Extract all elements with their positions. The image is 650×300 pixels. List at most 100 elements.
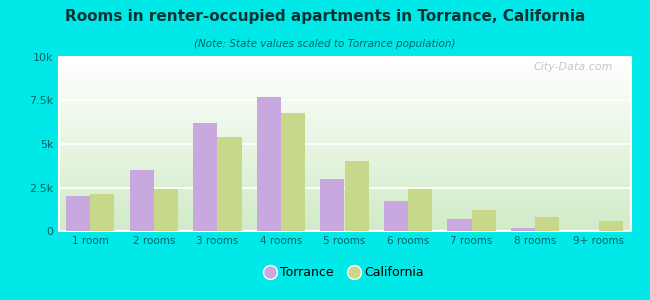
Bar <box>58 153 630 154</box>
Bar <box>58 212 630 214</box>
Bar <box>58 69 630 70</box>
Bar <box>193 123 217 231</box>
Bar <box>58 100 630 101</box>
Bar <box>58 108 630 109</box>
Bar <box>58 183 630 184</box>
Bar <box>58 129 630 130</box>
Bar <box>58 209 630 210</box>
Bar <box>58 131 630 132</box>
Bar <box>58 172 630 173</box>
Bar <box>58 102 630 104</box>
Bar <box>58 230 630 231</box>
Bar <box>58 66 630 68</box>
Bar <box>154 189 178 231</box>
Bar <box>58 160 630 161</box>
Bar <box>58 218 630 219</box>
Bar <box>58 196 630 197</box>
Bar <box>58 201 630 202</box>
Bar <box>58 188 630 189</box>
Bar <box>408 189 432 231</box>
Bar <box>58 99 630 100</box>
Text: City-Data.com: City-Data.com <box>534 62 614 72</box>
Bar <box>58 84 630 85</box>
Bar <box>472 210 496 231</box>
Bar <box>58 165 630 166</box>
Bar <box>58 216 630 217</box>
Bar <box>58 135 630 136</box>
Bar <box>58 106 630 107</box>
Bar <box>58 76 630 77</box>
Text: (Note: State values scaled to Torrance population): (Note: State values scaled to Torrance p… <box>194 39 456 49</box>
Bar <box>58 163 630 164</box>
Bar <box>58 200 630 201</box>
Bar <box>58 203 630 204</box>
Bar <box>58 150 630 151</box>
Bar <box>58 134 630 135</box>
Bar <box>58 96 630 98</box>
Bar <box>58 137 630 138</box>
Bar <box>58 107 630 108</box>
Bar <box>58 227 630 229</box>
Bar <box>58 117 630 119</box>
Bar <box>58 115 630 116</box>
Bar <box>58 128 630 129</box>
Bar <box>599 221 623 231</box>
Bar <box>58 224 630 225</box>
Bar <box>58 103 630 105</box>
Bar <box>58 220 630 222</box>
Bar <box>58 164 630 165</box>
Bar <box>58 101 630 102</box>
Bar <box>58 114 630 115</box>
Bar <box>58 105 630 106</box>
Bar <box>58 187 630 188</box>
Bar <box>58 208 630 209</box>
Bar <box>58 178 630 179</box>
Bar <box>58 189 630 190</box>
Bar <box>58 199 630 200</box>
Bar <box>58 87 630 88</box>
Bar <box>58 144 630 145</box>
Bar <box>58 176 630 178</box>
Bar <box>58 61 630 63</box>
Bar <box>58 186 630 187</box>
Bar <box>320 179 344 231</box>
Bar <box>344 161 369 231</box>
Text: Rooms in renter-occupied apartments in Torrance, California: Rooms in renter-occupied apartments in T… <box>65 9 585 24</box>
Bar <box>535 217 559 231</box>
Bar <box>58 206 630 207</box>
Bar <box>58 197 630 199</box>
Legend: Torrance, California: Torrance, California <box>261 261 428 284</box>
Bar <box>58 120 630 121</box>
Bar <box>58 92 630 93</box>
Bar <box>58 58 630 59</box>
Bar <box>58 109 630 110</box>
Bar <box>58 219 630 220</box>
Bar <box>58 130 630 131</box>
Bar <box>66 196 90 231</box>
Bar <box>58 195 630 196</box>
Bar <box>58 168 630 169</box>
Bar <box>58 179 630 180</box>
Bar <box>58 86 630 87</box>
Bar <box>58 124 630 125</box>
Bar <box>58 184 630 186</box>
Bar <box>58 173 630 174</box>
Bar <box>58 143 630 144</box>
Bar <box>58 91 630 92</box>
Bar <box>58 161 630 163</box>
Bar <box>58 63 630 64</box>
Bar <box>58 171 630 172</box>
Bar <box>58 159 630 160</box>
Bar <box>58 142 630 143</box>
Bar <box>58 204 630 206</box>
Bar <box>58 154 630 156</box>
Bar <box>58 98 630 99</box>
Bar <box>58 193 630 194</box>
Bar <box>217 137 242 231</box>
Bar <box>58 146 630 148</box>
Bar <box>58 194 630 195</box>
Bar <box>58 140 630 142</box>
Bar <box>58 226 630 227</box>
Bar <box>58 80 630 81</box>
Bar <box>58 157 630 158</box>
